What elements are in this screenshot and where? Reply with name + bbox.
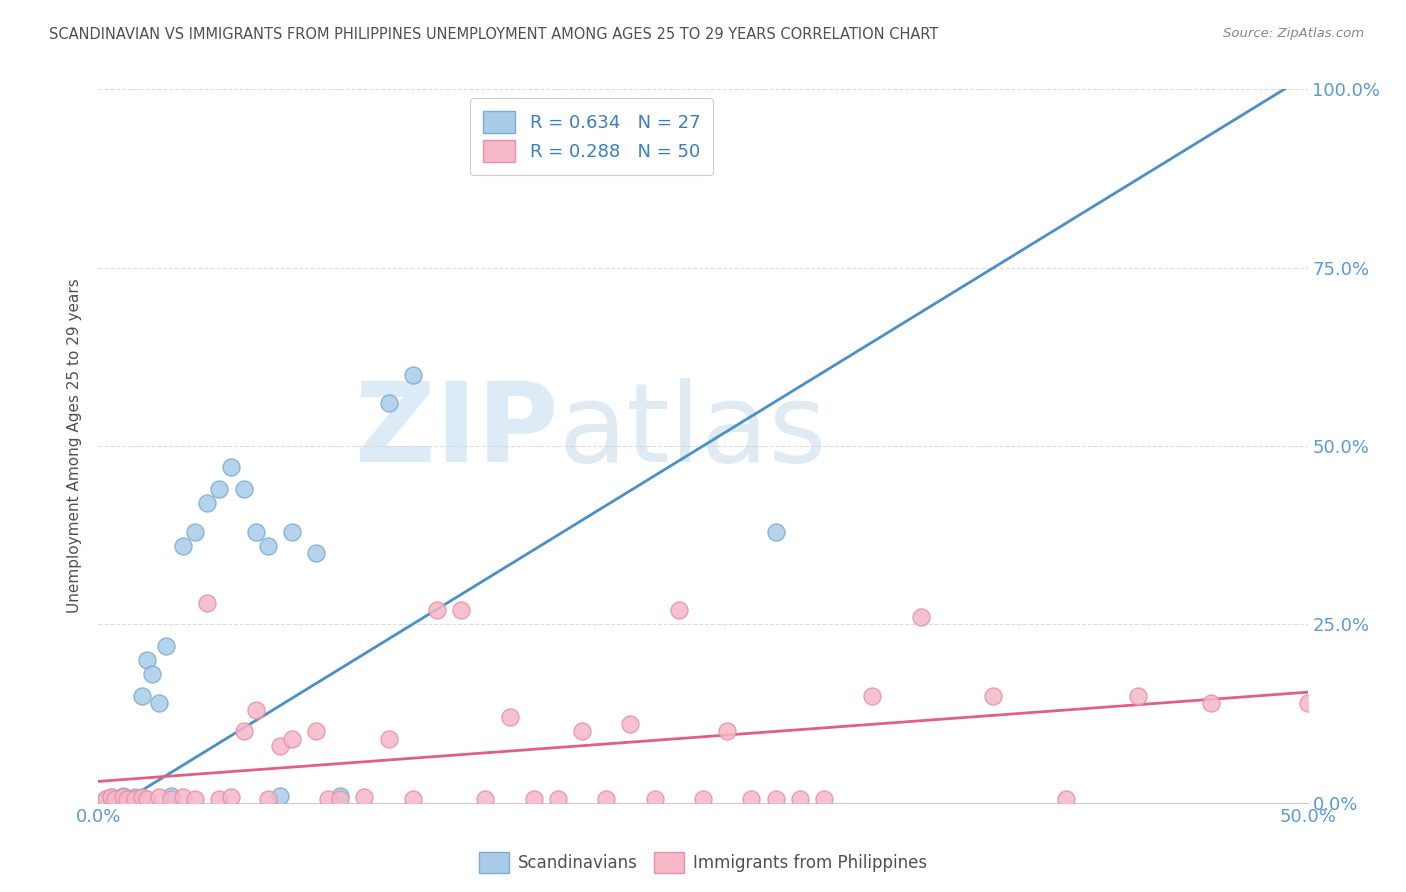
Y-axis label: Unemployment Among Ages 25 to 29 years: Unemployment Among Ages 25 to 29 years — [67, 278, 83, 614]
Legend: Scandinavians, Immigrants from Philippines: Scandinavians, Immigrants from Philippin… — [472, 846, 934, 880]
Point — [571, 724, 593, 739]
Point — [155, 639, 177, 653]
Point — [644, 792, 666, 806]
Point — [269, 789, 291, 803]
Point — [256, 539, 278, 553]
Point — [232, 724, 254, 739]
Point — [111, 790, 134, 805]
Legend: R = 0.634   N = 27, R = 0.288   N = 50: R = 0.634 N = 27, R = 0.288 N = 50 — [470, 98, 713, 175]
Point — [765, 524, 787, 539]
Text: atlas: atlas — [558, 378, 827, 485]
Point — [94, 792, 117, 806]
Point — [124, 790, 146, 805]
Point — [595, 792, 617, 806]
Point — [131, 689, 153, 703]
Point — [740, 792, 762, 806]
Point — [329, 789, 352, 803]
Point — [117, 792, 139, 806]
Point — [208, 482, 231, 496]
Point — [94, 792, 117, 806]
Point — [316, 792, 339, 806]
Point — [104, 792, 127, 806]
Point — [111, 789, 134, 803]
Point — [377, 396, 399, 410]
Point — [221, 790, 243, 805]
Point — [135, 792, 157, 806]
Point — [172, 539, 194, 553]
Point — [402, 368, 425, 382]
Point — [245, 524, 267, 539]
Point — [1128, 689, 1150, 703]
Point — [619, 717, 641, 731]
Point — [716, 724, 738, 739]
Point — [547, 792, 569, 806]
Point — [117, 792, 139, 806]
Point — [692, 792, 714, 806]
Text: Source: ZipAtlas.com: Source: ZipAtlas.com — [1223, 27, 1364, 40]
Point — [256, 792, 278, 806]
Point — [195, 496, 218, 510]
Point — [208, 792, 231, 806]
Point — [131, 790, 153, 805]
Point — [789, 792, 811, 806]
Point — [195, 596, 218, 610]
Point — [498, 710, 520, 724]
Point — [148, 790, 170, 805]
Point — [523, 792, 546, 806]
Point — [184, 524, 207, 539]
Point — [184, 792, 207, 806]
Point — [981, 689, 1004, 703]
Point — [245, 703, 267, 717]
Point — [160, 789, 183, 803]
Point — [232, 482, 254, 496]
Point — [765, 792, 787, 806]
Point — [329, 792, 352, 806]
Point — [160, 792, 183, 806]
Point — [141, 667, 163, 681]
Point — [1054, 792, 1077, 806]
Point — [221, 460, 243, 475]
Point — [281, 731, 304, 746]
Point — [100, 790, 122, 805]
Point — [860, 689, 883, 703]
Point — [474, 792, 496, 806]
Text: ZIP: ZIP — [354, 378, 558, 485]
Point — [813, 792, 835, 806]
Point — [172, 790, 194, 805]
Point — [135, 653, 157, 667]
Point — [305, 546, 328, 560]
Point — [1296, 696, 1319, 710]
Point — [353, 790, 375, 805]
Point — [377, 731, 399, 746]
Point — [281, 524, 304, 539]
Point — [148, 696, 170, 710]
Point — [269, 739, 291, 753]
Point — [426, 603, 449, 617]
Point — [305, 724, 328, 739]
Point — [450, 603, 472, 617]
Point — [104, 792, 127, 806]
Text: SCANDINAVIAN VS IMMIGRANTS FROM PHILIPPINES UNEMPLOYMENT AMONG AGES 25 TO 29 YEA: SCANDINAVIAN VS IMMIGRANTS FROM PHILIPPI… — [49, 27, 939, 42]
Point — [402, 792, 425, 806]
Point — [668, 603, 690, 617]
Point — [1199, 696, 1222, 710]
Point — [124, 792, 146, 806]
Point — [100, 790, 122, 805]
Point — [910, 610, 932, 624]
